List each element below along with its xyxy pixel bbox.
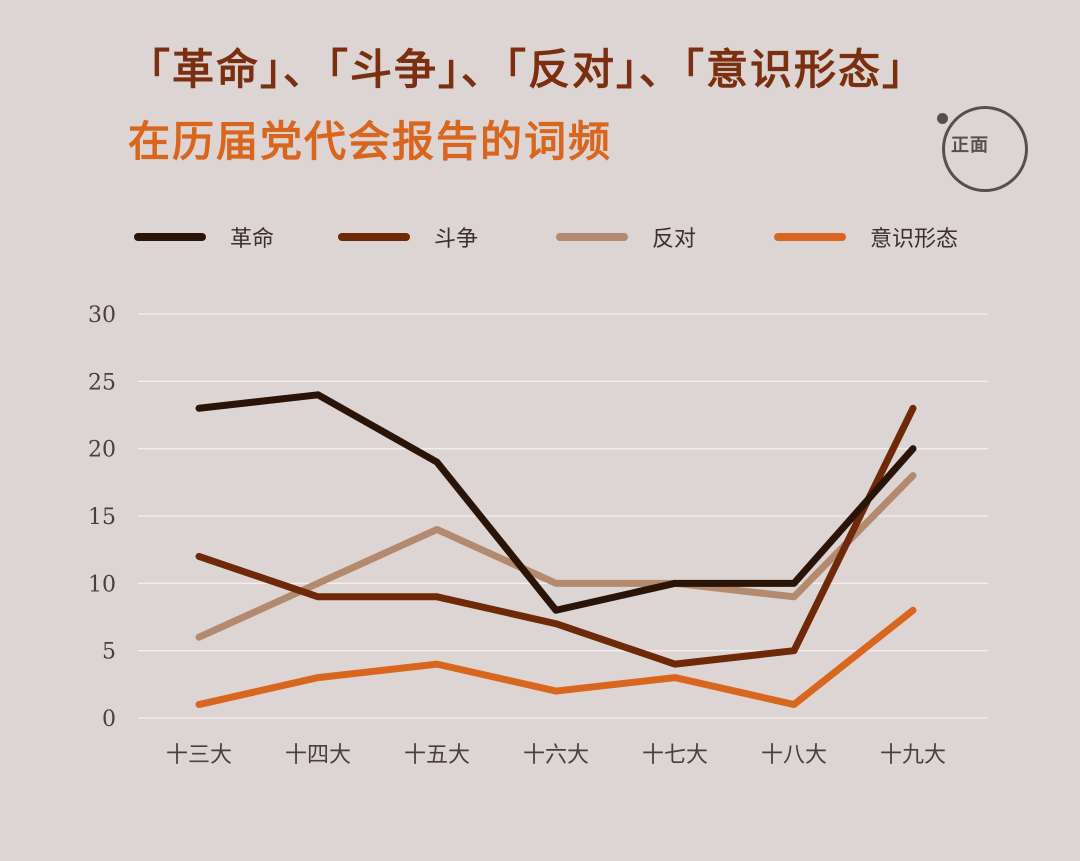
brand-logo: 正面 <box>937 106 1028 192</box>
legend-label-revolution: 革命 <box>230 227 275 252</box>
series-line-3 <box>195 606 917 709</box>
chart-subtitle: 在历届党代会报告的词频 <box>128 117 613 166</box>
x-tick-label: 十六大 <box>523 743 589 768</box>
legend-swatch-ideology <box>774 233 846 241</box>
y-tick-label: 25 <box>88 370 116 395</box>
logo-text: 正面 <box>951 135 989 156</box>
chart-title: 「革命」、「斗争」、「反对」、「意识形态」 <box>128 45 927 94</box>
y-tick-label: 5 <box>102 640 116 665</box>
legend-swatch-struggle <box>338 233 410 241</box>
series-line-2 <box>195 472 917 641</box>
legend-swatch-revolution <box>134 233 206 241</box>
legend-item-struggle: 斗争 <box>338 220 478 254</box>
legend-item-oppose: 反对 <box>556 220 696 254</box>
y-tick-label: 20 <box>88 438 116 463</box>
x-tick-label: 十九大 <box>880 743 946 768</box>
x-tick-label: 十七大 <box>642 743 708 768</box>
legend-label-oppose: 反对 <box>652 227 697 252</box>
y-tick-label: 10 <box>88 572 116 597</box>
legend-label-ideology: 意识形态 <box>870 227 959 252</box>
logo-dot <box>937 113 948 124</box>
legend-label-struggle: 斗争 <box>434 227 479 252</box>
series-line-1 <box>195 404 917 668</box>
series-line-0 <box>195 391 917 614</box>
x-tick-label: 十八大 <box>761 743 827 768</box>
y-tick-label: 30 <box>88 303 116 328</box>
legend-swatch-oppose <box>556 233 628 241</box>
y-tick-label: 0 <box>102 707 116 732</box>
legend-item-revolution: 革命 <box>134 220 274 254</box>
legend-item-ideology: 意识形态 <box>774 220 958 254</box>
x-tick-label: 十三大 <box>166 743 232 768</box>
x-tick-label: 十五大 <box>404 743 470 768</box>
x-tick-label: 十四大 <box>285 743 351 768</box>
y-tick-label: 15 <box>88 505 116 530</box>
